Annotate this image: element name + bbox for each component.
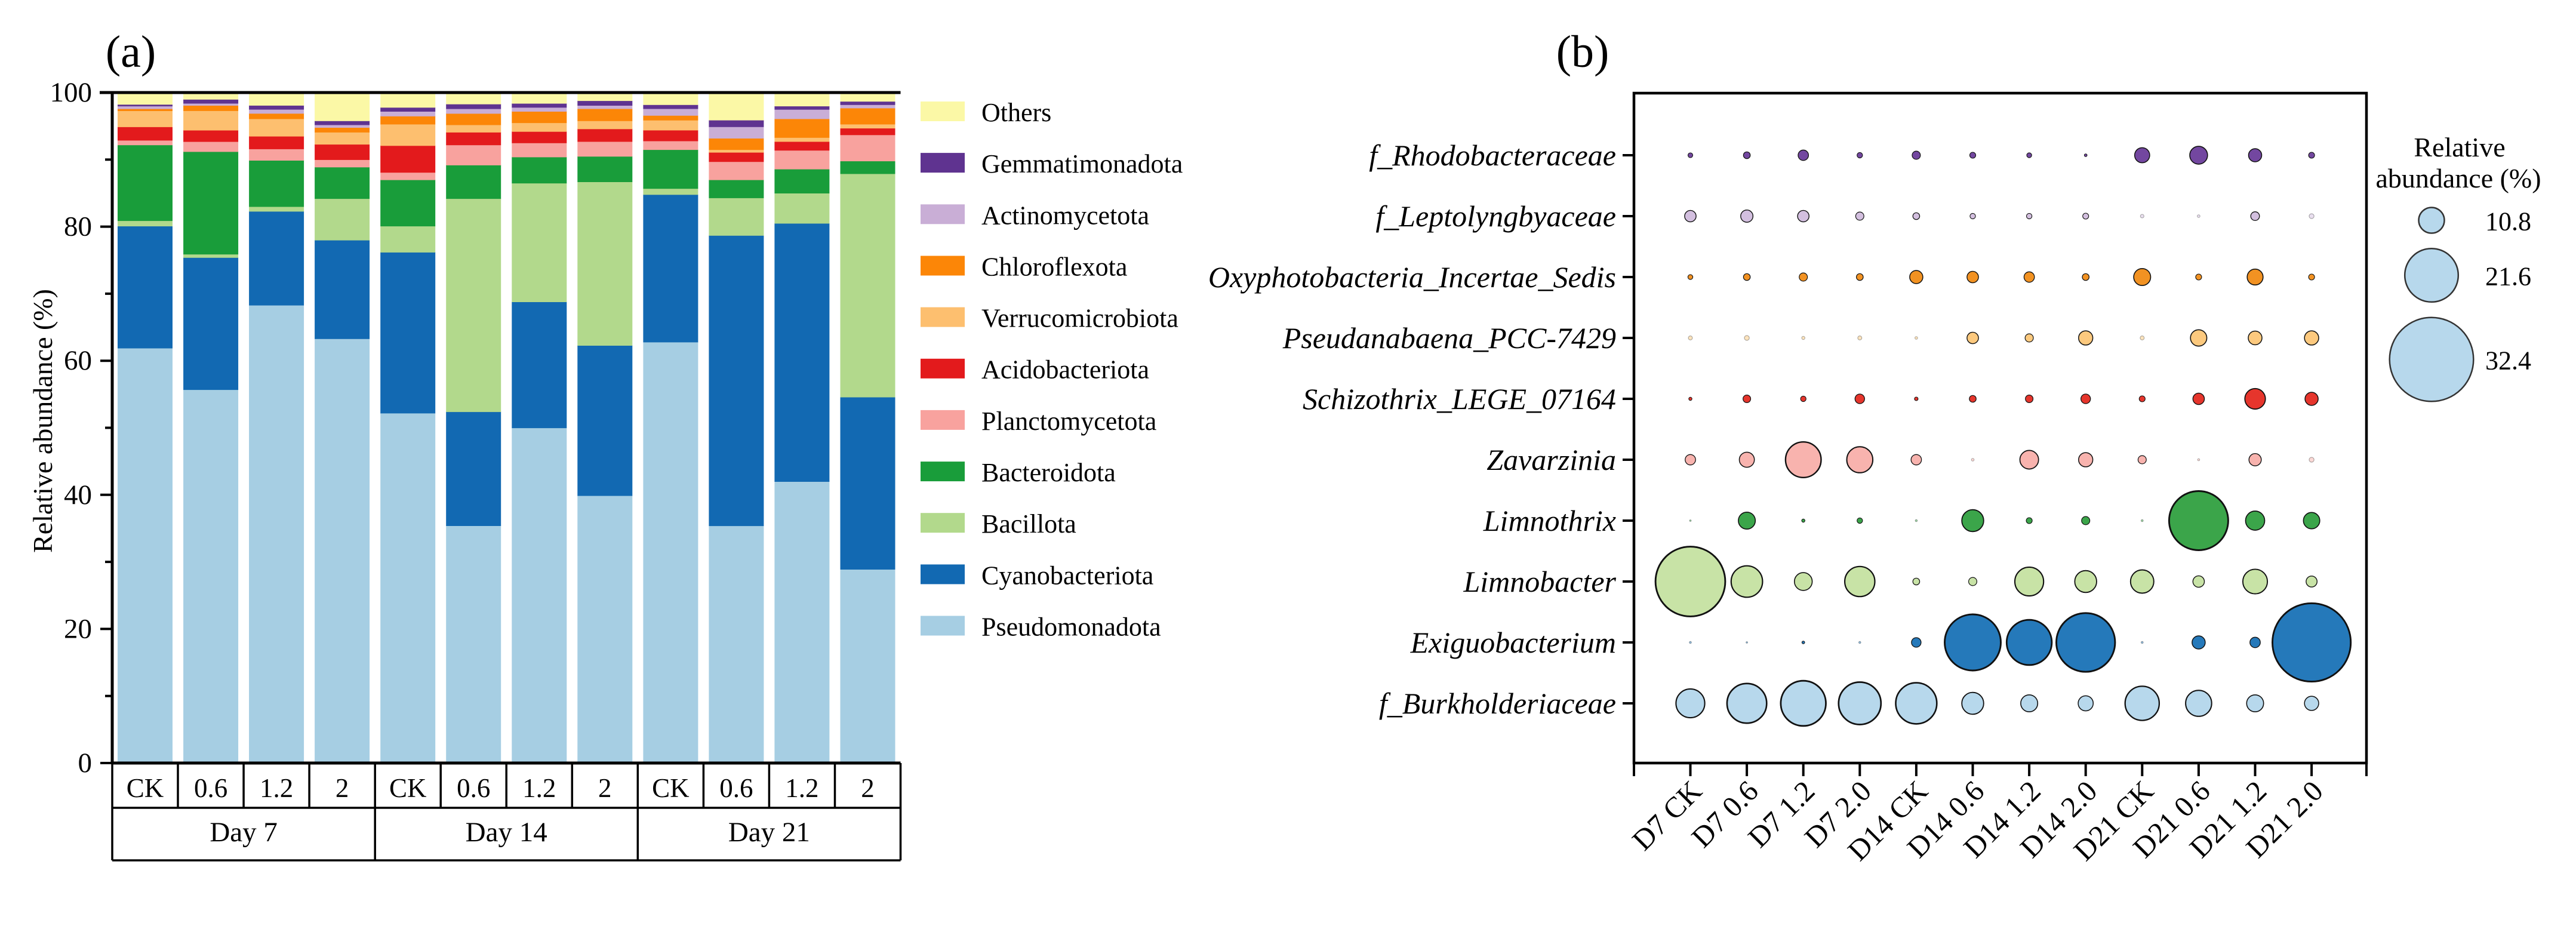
svg-text:80: 80 [64, 211, 92, 242]
svg-text:2: 2 [861, 773, 875, 803]
svg-text:(a): (a) [106, 27, 156, 77]
svg-text:f_Burkholderiaceae: f_Burkholderiaceae [1379, 687, 1616, 720]
svg-text:1.2: 1.2 [785, 773, 818, 803]
svg-text:Day 14: Day 14 [466, 817, 547, 848]
svg-text:Day 7: Day 7 [210, 817, 278, 848]
svg-text:0.6: 0.6 [194, 773, 227, 803]
svg-text:Limnobacter: Limnobacter [1463, 565, 1616, 598]
svg-text:CK: CK [389, 773, 427, 803]
svg-text:Actinomycetota: Actinomycetota [981, 201, 1149, 230]
svg-text:Pseudanabaena_PCC-7429: Pseudanabaena_PCC-7429 [1282, 321, 1616, 355]
svg-text:32.4: 32.4 [2485, 346, 2531, 376]
svg-text:CK: CK [652, 773, 690, 803]
svg-text:Zavarzinia: Zavarzinia [1486, 443, 1616, 476]
svg-text:Oxyphotobacteria_Incertae_Sedi: Oxyphotobacteria_Incertae_Sedis [1208, 260, 1616, 294]
svg-text:2: 2 [598, 773, 612, 803]
svg-text:Others: Others [981, 98, 1051, 127]
svg-text:40: 40 [64, 479, 92, 510]
svg-text:f_Leptolyngbyaceae: f_Leptolyngbyaceae [1375, 199, 1616, 233]
svg-text:0: 0 [78, 748, 93, 779]
svg-text:100: 100 [50, 77, 93, 108]
svg-text:1.2: 1.2 [260, 773, 293, 803]
svg-text:Pseudomonadota: Pseudomonadota [981, 613, 1161, 642]
svg-text:0.6: 0.6 [457, 773, 490, 803]
svg-text:Bacillota: Bacillota [981, 509, 1076, 539]
svg-text:Verrucomicrobiota: Verrucomicrobiota [981, 304, 1178, 333]
svg-text:Relative abundance (%): Relative abundance (%) [27, 289, 58, 553]
svg-text:abundance (%): abundance (%) [2375, 163, 2541, 193]
svg-text:CK: CK [127, 773, 164, 803]
svg-text:0.6: 0.6 [719, 773, 753, 803]
svg-text:Acidobacteriota: Acidobacteriota [981, 355, 1149, 385]
svg-text:Cyanobacteriota: Cyanobacteriota [981, 561, 1153, 590]
svg-text:Limnothrix: Limnothrix [1483, 504, 1616, 537]
svg-text:Schizothrix_LEGE_07164: Schizothrix_LEGE_07164 [1303, 382, 1616, 416]
svg-text:Chloroflexota: Chloroflexota [981, 253, 1127, 282]
svg-text:2: 2 [336, 773, 349, 803]
svg-text:21.6: 21.6 [2485, 262, 2531, 291]
svg-text:Gemmatimonadota: Gemmatimonadota [981, 149, 1183, 179]
svg-text:60: 60 [64, 345, 92, 376]
svg-text:Bacteroidota: Bacteroidota [981, 458, 1116, 487]
svg-text:Relative: Relative [2414, 132, 2505, 162]
svg-text:20: 20 [64, 613, 92, 644]
svg-text:Exiguobacterium: Exiguobacterium [1410, 626, 1616, 659]
svg-text:1.2: 1.2 [522, 773, 556, 803]
svg-text:Planctomycetota: Planctomycetota [981, 407, 1156, 436]
svg-text:Day 21: Day 21 [728, 817, 810, 848]
svg-text:f_Rhodobacteraceae: f_Rhodobacteraceae [1369, 139, 1616, 172]
svg-text:10.8: 10.8 [2485, 207, 2531, 236]
svg-text:(b): (b) [1556, 27, 1609, 77]
